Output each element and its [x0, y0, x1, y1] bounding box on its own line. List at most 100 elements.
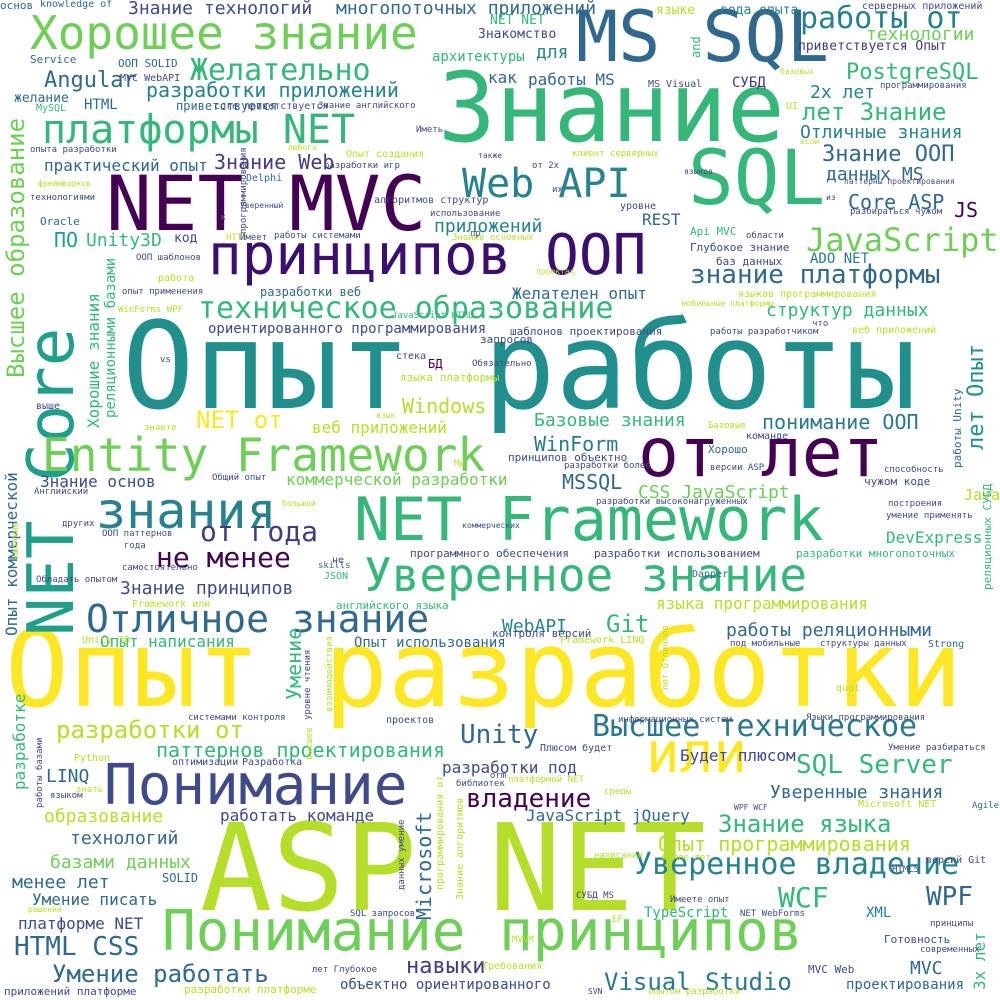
word: работы разработчиком: [710, 327, 819, 337]
word: под мобильные: [730, 639, 801, 649]
word: языке: [656, 3, 696, 18]
word: приветствуется: [176, 99, 278, 113]
word: Service: [30, 53, 77, 66]
word: приложений платформе: [4, 985, 137, 998]
word: Языки программирования: [806, 713, 926, 723]
word: разработке: [10, 693, 29, 790]
word: Unity 3D: [82, 635, 131, 646]
word: реляционными базами: [103, 257, 119, 418]
word: серверных приложений: [862, 1, 983, 12]
word: базами данных: [50, 852, 191, 873]
word: WCF: [778, 881, 829, 914]
word: MVC WebAPI: [120, 73, 181, 84]
word: способность: [884, 465, 944, 475]
word: Обладать опытом: [36, 575, 118, 585]
word: выше: [36, 401, 61, 412]
word: принципы: [930, 919, 974, 929]
word: из: [826, 193, 836, 202]
word: взаимодействия: [325, 636, 335, 712]
word: многопоточных приложений: [336, 0, 597, 19]
word: core приветствуется: [214, 101, 329, 112]
word: MySQL: [36, 103, 67, 114]
word: языком: [50, 791, 83, 801]
word: ООП SOLID: [118, 57, 178, 70]
word: знание платформы: [690, 260, 941, 290]
word: quot: [836, 683, 861, 694]
word: Знание языка: [718, 810, 892, 838]
word: приветствуется Опыт: [798, 39, 947, 54]
word: UI: [786, 101, 799, 112]
word: данных MS: [826, 164, 924, 185]
word: Уверенное знание: [364, 548, 808, 602]
word: JS: [954, 198, 979, 222]
word: Знание основных: [452, 233, 534, 243]
word: Желателен опыт: [512, 284, 647, 303]
word: СУБД MS: [576, 891, 614, 901]
word: платформы NET: [42, 107, 356, 153]
word: Понимание: [104, 753, 408, 818]
word: лет Отличное: [661, 624, 671, 690]
word: JavaScript: [806, 221, 999, 259]
word: платформой NET: [508, 775, 584, 785]
word: разработки под: [442, 758, 577, 777]
word: проектов: [386, 715, 435, 726]
word: среды: [604, 787, 632, 797]
word: алгоритмов структур: [374, 195, 489, 206]
word: мобильные платформы: [682, 299, 774, 308]
word: языка платформы: [400, 371, 500, 384]
word: Framework LINQ: [560, 635, 645, 646]
word: SQL: [688, 133, 826, 222]
word: Иметь: [416, 125, 444, 135]
word: NET NET: [490, 13, 545, 28]
word: опытом разработки: [648, 987, 741, 997]
word: EF: [612, 915, 623, 925]
word: Unity3D: [86, 230, 162, 251]
word: работать команде: [220, 806, 375, 825]
word: контроля версий: [492, 627, 592, 640]
word: умение применять: [886, 511, 973, 521]
word: Умение писать: [32, 890, 158, 909]
word: навыки: [406, 954, 486, 979]
word: Мы: [454, 459, 465, 469]
word: ASP NET: [200, 800, 706, 939]
word: DevExpress: [886, 528, 983, 547]
word: HTTP: [226, 233, 248, 243]
word: skills: [318, 561, 351, 571]
word: разработки от: [56, 716, 244, 744]
word: Базовые знания: [534, 410, 686, 431]
word: языков: [684, 167, 713, 176]
word: код: [174, 231, 198, 246]
word: NET от: [196, 406, 283, 434]
word: Английский: [34, 487, 89, 497]
word: Git: [606, 610, 650, 638]
word: принципов объектно: [508, 451, 628, 464]
word: коммерческой разработки: [286, 470, 508, 489]
word: Agile: [972, 801, 1000, 811]
word: от лет: [638, 414, 884, 493]
word: паттернов проектирования: [156, 738, 445, 762]
word: Базовые: [708, 421, 746, 431]
word: Отличные знания: [800, 122, 963, 143]
word: высшее: [305, 727, 315, 760]
word: Опыт создания: [346, 149, 425, 160]
word: Знакомство: [478, 27, 557, 42]
word: WPF WCF: [734, 803, 768, 812]
word: года: [124, 541, 146, 551]
word: Уверенное владение: [634, 847, 960, 882]
word: лет Глубокое: [312, 965, 378, 975]
word: MVC: [910, 958, 943, 979]
word: системами контроля: [188, 713, 286, 723]
word: лет Опыт: [964, 344, 989, 450]
word: баз данных: [716, 255, 783, 268]
word: NET WebForms: [740, 909, 806, 919]
word: Знание Web: [214, 150, 335, 174]
word: ООП паттернов: [102, 529, 173, 539]
word: опыта разработки: [30, 145, 117, 155]
word: Обязательно: [472, 359, 532, 369]
word: Опыт разработки: [5, 608, 963, 731]
word: NET Framework: [354, 485, 824, 555]
word: образование: [44, 806, 164, 827]
word: базовых: [780, 67, 814, 76]
word: или: [646, 721, 748, 786]
word: написания: [594, 851, 643, 861]
